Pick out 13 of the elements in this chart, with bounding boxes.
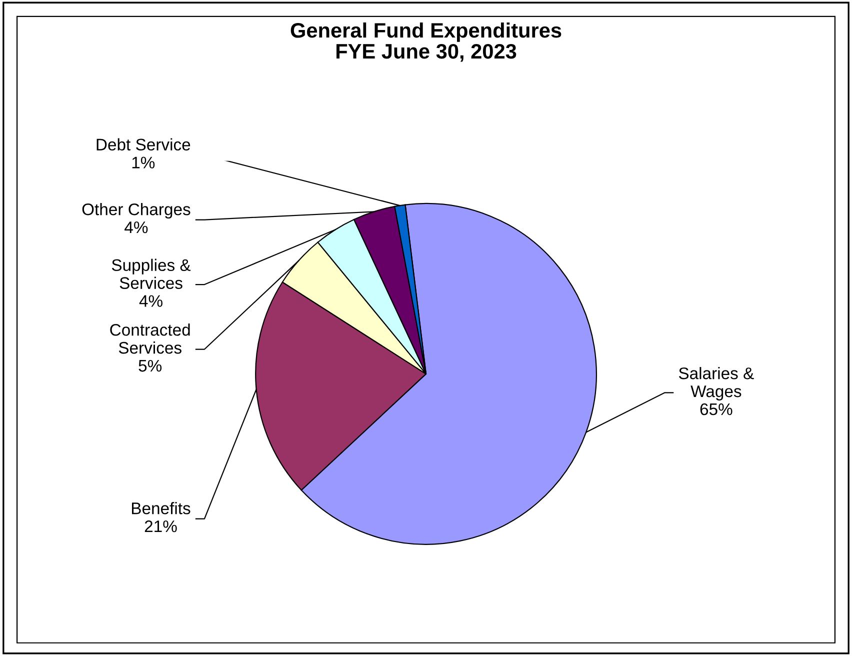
- slice-label: Other Charges: [82, 203, 190, 219]
- data-label: 1%: [132, 156, 155, 168]
- data-label: 21%: [144, 520, 177, 532]
- data-label: 5%: [138, 360, 162, 372]
- slice-label: Debt Service: [96, 138, 190, 151]
- chart-title: General Fund Expenditures FYE June 30, 2023: [290, 22, 562, 62]
- data-label: 65%: [700, 403, 732, 416]
- slice-label: Supplies & Services: [112, 258, 191, 289]
- slice-label: Benefits: [132, 502, 190, 514]
- data-label: 4%: [139, 295, 162, 307]
- slice-label: Contracted Services: [110, 324, 190, 354]
- slice-label: Salaries & Wages: [678, 367, 754, 401]
- data-label: 4%: [124, 221, 148, 234]
